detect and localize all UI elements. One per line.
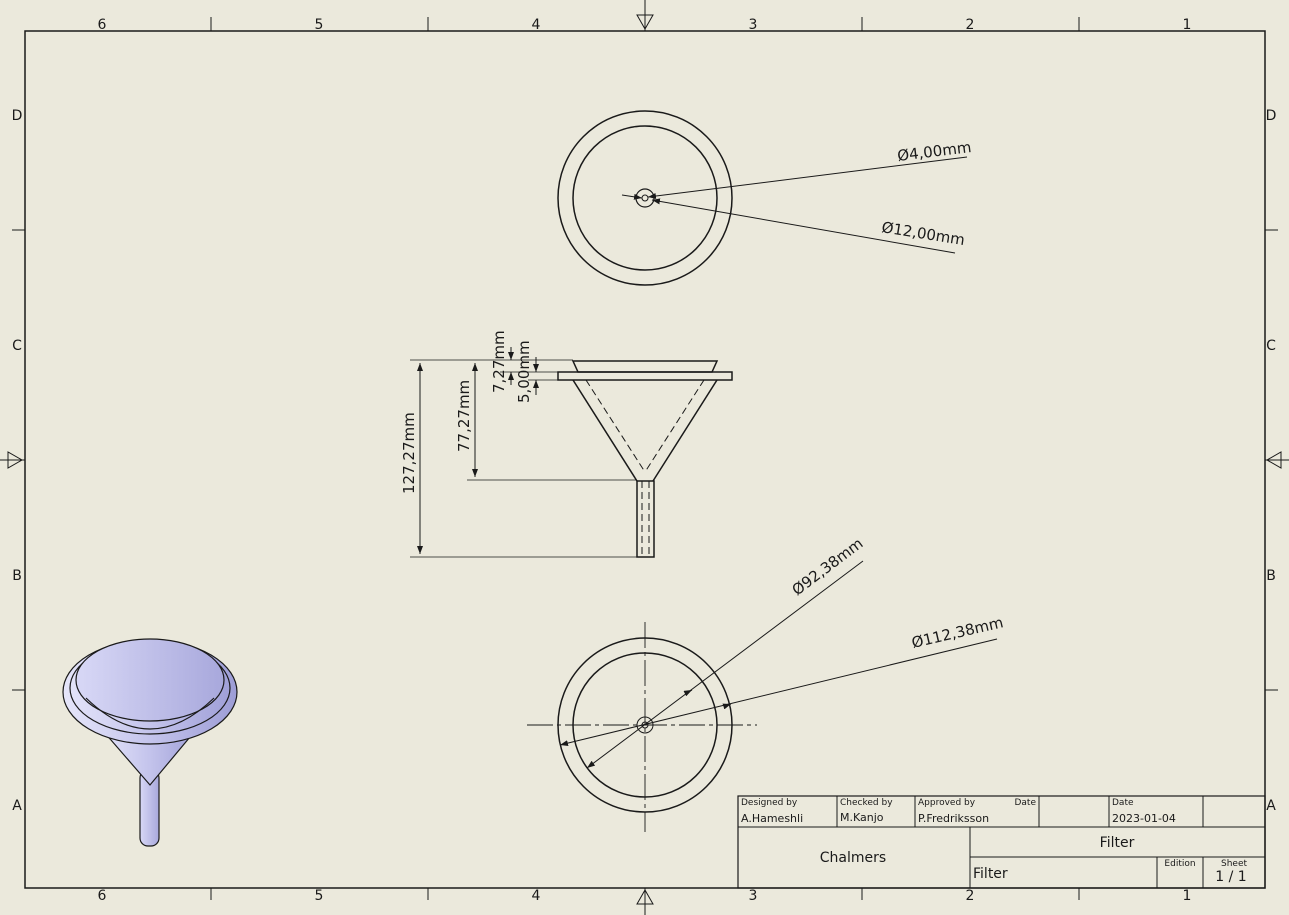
drawing-subtitle: Filter [973,866,1008,882]
side-view: 127,27mm 77,27mm 7,27mm 5,00mm [400,330,733,558]
zone-row-left: B [12,568,22,584]
centering-mark-top [636,0,654,31]
centering-mark-bottom [636,888,654,915]
dim-flange-thickness: 5,00mm [515,340,533,403]
zone-col-bottom: 3 [749,888,758,904]
sheet-label: Sheet [1221,859,1247,869]
designed-by-value: A.Hameshli [741,812,803,825]
sheet-number: 1 / 1 [1215,869,1246,885]
zone-row-left: A [12,798,22,814]
centering-mark-right [1265,451,1289,469]
approved-by-label: Approved by [918,798,976,808]
company-name: Chalmers [820,850,886,866]
approved-by-value: P.Fredriksson [918,812,989,825]
dim-top-large-diameter: Ø12,00mm [880,218,966,249]
zone-row-right: B [1266,568,1276,584]
zone-col-bottom: 4 [532,888,541,904]
dim-bottom-outer-diameter: Ø112,38mm [910,613,1005,652]
dim-cone-height: 77,27mm [455,380,473,452]
title-block: Designed by A.Hameshli Checked by M.Kanj… [737,795,1266,889]
drawing-title: Filter [1100,835,1135,851]
edition-label: Edition [1164,859,1195,869]
approved-date-label: Date [1014,798,1036,808]
zone-row-right: C [1266,338,1276,354]
checked-by-value: M.Kanjo [840,811,884,824]
zone-col-top: 2 [966,17,975,33]
top-view: Ø4,00mm Ø12,00mm [557,110,972,286]
zone-col-top: 3 [749,17,758,33]
zone-col-bottom: 5 [315,888,324,904]
zone-col-bottom: 1 [1183,888,1192,904]
date-label: Date [1112,798,1134,808]
designed-by-label: Designed by [741,798,798,808]
zone-col-bottom: 2 [966,888,975,904]
zone-col-top: 6 [98,17,107,33]
zone-row-left: D [12,108,23,124]
date-value: 2023-01-04 [1112,812,1176,825]
zone-col-top: 4 [532,17,541,33]
checked-by-label: Checked by [840,798,893,808]
zone-row-right: A [1266,798,1276,814]
zone-col-top: 5 [315,17,324,33]
zone-row-left: C [12,338,22,354]
dim-total-height: 127,27mm [400,412,418,494]
dim-rim-height: 7,27mm [490,330,508,393]
isometric-view [62,638,238,847]
zone-row-right: D [1266,108,1277,124]
centering-mark-left [0,451,25,469]
zone-col-bottom: 6 [98,888,107,904]
zone-col-top: 1 [1183,17,1192,33]
bottom-view: Ø92,38mm Ø112,38mm [527,534,1005,832]
